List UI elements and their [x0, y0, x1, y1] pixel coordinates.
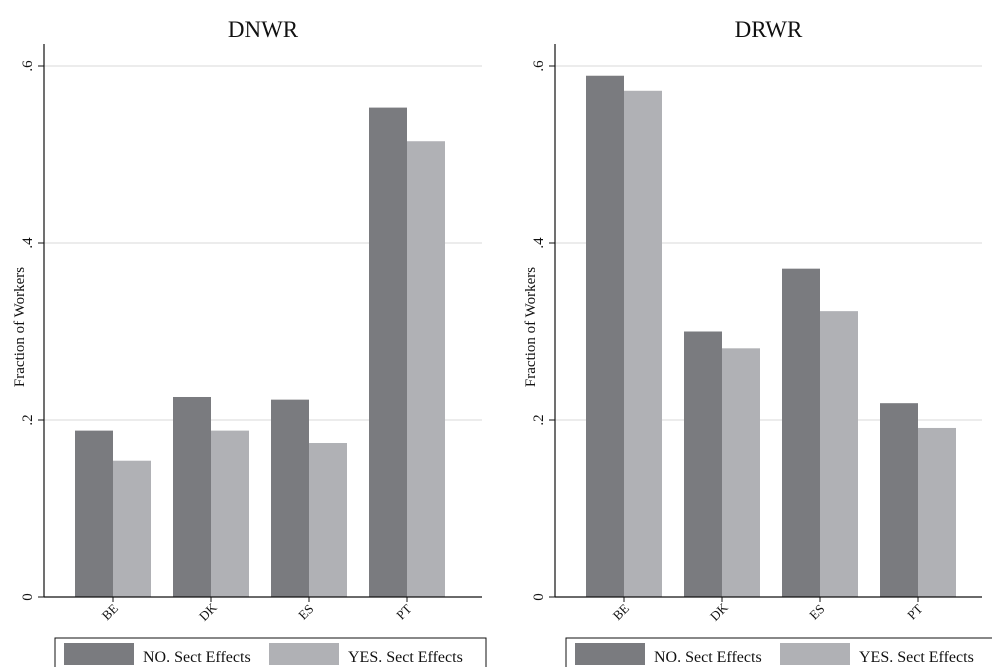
chart-title: DRWR — [735, 17, 803, 42]
legend-label: NO. Sect Effects — [654, 649, 762, 666]
bar-no-sect-be — [586, 75, 624, 598]
x-tick-label: ES — [806, 601, 827, 622]
x-tick-label: PT — [904, 601, 925, 622]
x-tick-label: PT — [393, 601, 414, 622]
y-tick-label: .2 — [20, 414, 36, 425]
chart-panel-dnwr: DNWR BE DK ES PT 0 .2 .4 .6 Fraction of Workers NO… — [12, 17, 487, 667]
y-tick-label: .2 — [531, 414, 547, 425]
bar-yes-sect-es — [309, 443, 347, 597]
bar-no-sect-pt — [369, 107, 407, 597]
bar-yes-sect-es — [820, 311, 858, 597]
bar-no-sect-dk — [173, 396, 211, 597]
x-tick-label: BE — [99, 601, 121, 623]
y-tick-label: 0 — [531, 593, 547, 601]
bar-yes-sect-pt — [407, 141, 445, 597]
chart-title: DNWR — [228, 17, 299, 42]
x-tick-label: DK — [707, 599, 731, 623]
y-tick-label: .4 — [531, 237, 547, 249]
bar-yes-sect-dk — [211, 430, 249, 597]
bar-yes-sect-pt — [918, 427, 956, 597]
bar-no-sect-pt — [880, 403, 918, 597]
legend-swatch — [780, 643, 850, 665]
y-tick-label: .6 — [20, 60, 36, 72]
bar-yes-sect-be — [624, 90, 662, 597]
bar-yes-sect-be — [113, 460, 151, 597]
legend-swatch — [575, 643, 645, 665]
y-axis-label: Fraction of Workers — [523, 267, 539, 387]
legend-label: NO. Sect Effects — [143, 649, 251, 666]
legend-label: YES. Sect Effects — [348, 649, 463, 666]
legend-label: YES. Sect Effects — [859, 649, 974, 666]
bar-no-sect-es — [782, 268, 820, 597]
y-tick-label: 0 — [20, 593, 36, 601]
legend: NO. Sect Effects YES. Sect Effects — [54, 637, 487, 667]
x-tick-label: ES — [295, 601, 316, 622]
bar-no-sect-be — [75, 430, 113, 597]
legend: NO. Sect Effects YES. Sect Effects — [565, 637, 992, 667]
bar-no-sect-es — [271, 399, 309, 597]
legend-swatch — [269, 643, 339, 665]
y-tick-label: .6 — [531, 60, 547, 72]
x-tick-label: BE — [610, 601, 632, 623]
bar-no-sect-dk — [684, 331, 722, 597]
y-axis-label: Fraction of Workers — [12, 267, 28, 387]
legend-swatch — [64, 643, 134, 665]
chart-panel-drwr: DRWR BE DK ES PT 0 .2 .4 .6 Fraction of Workers NO… — [523, 17, 992, 667]
x-tick-label: DK — [196, 599, 220, 623]
bar-yes-sect-dk — [722, 348, 760, 597]
y-tick-label: .4 — [20, 237, 36, 249]
